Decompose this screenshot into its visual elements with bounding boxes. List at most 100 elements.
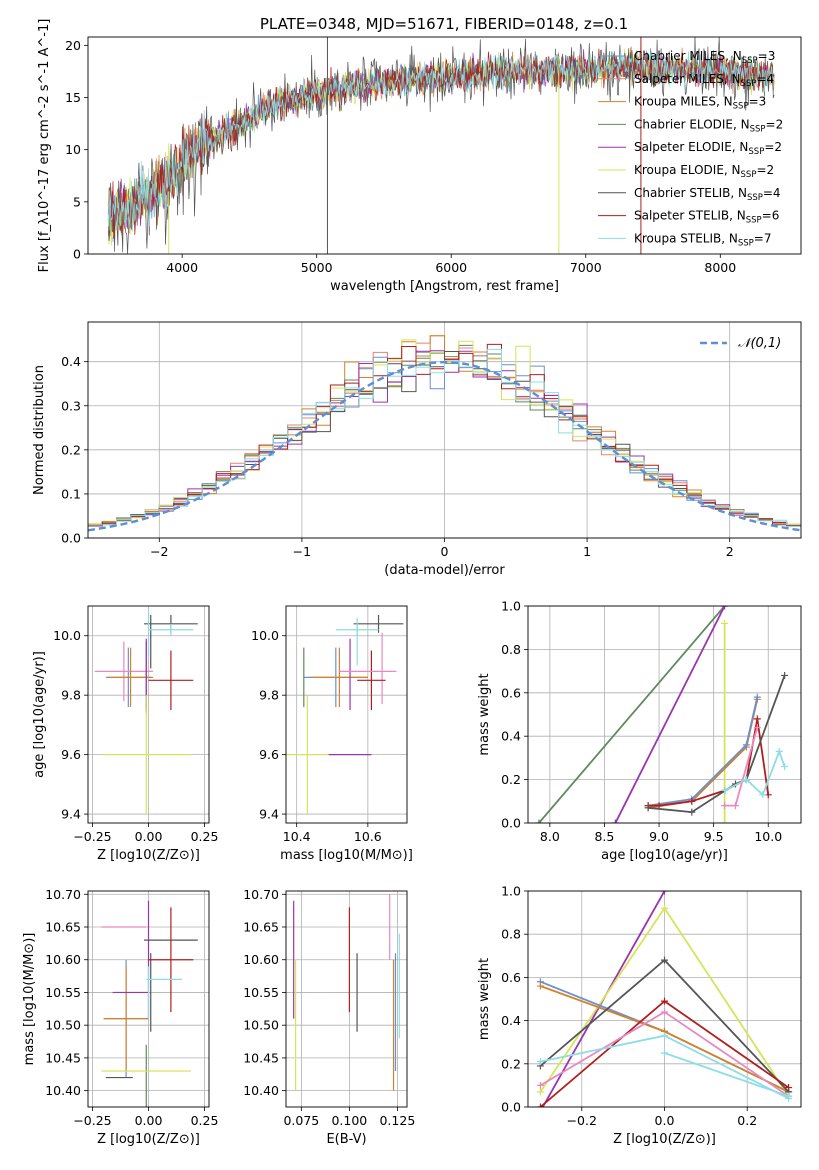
x-tick-label: −2	[150, 544, 168, 559]
y-axis-label: Normed distribution	[32, 365, 47, 495]
legend-label: Kroupa ELODIE, NSSP=2	[634, 163, 774, 180]
y-axis-label: Flux [f_λ10^-17 erg cm^-2 s^-1 A^-1]	[37, 19, 52, 273]
mass-weight-marker	[611, 819, 619, 823]
y-tick-label: 0.4	[501, 1013, 521, 1028]
mass-weight-marker	[753, 724, 761, 732]
y-axis-label: mass weight	[477, 958, 492, 1040]
x-tick-label: 0.25	[191, 1113, 219, 1128]
mass-weight-line	[614, 606, 726, 823]
x-tick-label: 4000	[166, 260, 198, 275]
y-tick-label: 9.6	[259, 747, 279, 762]
legend-label: Chabrier ELODIE, NSSP=2	[634, 117, 783, 134]
y-tick-label: 10.50	[243, 1018, 279, 1033]
y-tick-label: 10.45	[45, 1050, 81, 1065]
plot-frame	[527, 890, 802, 1108]
x-tick-label: 2	[726, 544, 734, 559]
y-tick-label: 0.0	[61, 531, 81, 546]
x-tick-label: 0.2	[737, 1113, 757, 1128]
x-tick-label: 0	[441, 544, 449, 559]
figure-title: PLATE=0348, MJD=51671, FIBERID=0148, z=0…	[260, 15, 628, 33]
y-tick-label: 0.4	[61, 354, 81, 369]
y-tick-label: 10.65	[45, 920, 81, 935]
y-tick-label: 10.40	[45, 1083, 81, 1098]
y-tick-label: 15	[65, 90, 81, 105]
y-tick-label: 0.8	[501, 642, 521, 657]
mass-vs-metallicity-panel: −0.25 0.00 0.25 10.40 10.45 10.50 10.55 10.60 10…	[22, 887, 218, 1147]
x-tick-label: 0.00	[135, 829, 163, 844]
mass-weight-marker	[535, 819, 543, 823]
plot-frame	[527, 605, 802, 824]
plot-frame	[87, 36, 802, 255]
y-tick-label: 10.60	[243, 952, 279, 967]
x-axis-label: Z [log10(Z/Z⊙)]	[97, 1132, 200, 1147]
mass-weight-marker	[536, 1058, 544, 1066]
y-tick-label: 0.0	[501, 816, 521, 831]
mass-weight-line	[647, 699, 759, 809]
y-tick-label: 0.3	[61, 398, 81, 413]
spectrum-series-line	[107, 50, 775, 232]
mass-weight-marker	[536, 1088, 544, 1096]
x-axis-label: Z [log10(Z/Z⊙)]	[97, 848, 200, 863]
mass-weight-marker	[661, 904, 668, 912]
legend-label: Chabrier MILES, NSSP=3	[634, 49, 775, 66]
x-tick-label: 0.00	[135, 1113, 163, 1128]
y-tick-label: 9.8	[61, 688, 81, 703]
normal-reference-curve	[87, 360, 802, 532]
x-tick-label: 9.5	[704, 829, 724, 844]
y-tick-label: 10.55	[243, 985, 279, 1000]
y-tick-label: 10.50	[45, 1018, 81, 1033]
plot-frame	[285, 890, 408, 1108]
x-tick-label: 1	[583, 544, 591, 559]
legend-label: Kroupa MILES, NSSP=3	[634, 95, 766, 112]
age-vs-mass-panel: 10.4 10.6 9.4 9.6 9.8 10.0 mass [log10(M/M⊙)]	[251, 605, 413, 863]
plot-frame	[87, 890, 210, 1108]
mass-weight-marker	[537, 1108, 544, 1115]
mass-weight-marker	[742, 741, 750, 749]
legend-label: Salpeter STELIB, NSSP=6	[634, 209, 779, 226]
mass-weight-marker	[688, 808, 696, 816]
mass-weight-marker	[721, 786, 729, 794]
x-axis-label: Z [log10(Z/Z⊙)]	[613, 1132, 716, 1147]
y-tick-label: 10.70	[243, 887, 279, 902]
y-tick-label: 10.45	[243, 1050, 279, 1065]
spectrum-panel: 4000 5000 6000 7000 8000 0 5 10 15 20 wavelength […	[37, 19, 802, 294]
mass-weight-marker	[721, 619, 729, 627]
x-tick-label: −1	[293, 544, 311, 559]
x-tick-label: 10.4	[283, 829, 311, 844]
x-tick-label: 10.6	[354, 829, 382, 844]
x-tick-label: −0.2	[567, 1113, 597, 1128]
legend-label: Kroupa STELIB, NSSP=7	[634, 231, 772, 248]
x-tick-label: 0.0	[655, 1113, 675, 1128]
y-axis-label: mass [log10(M/M⊙)]	[22, 933, 37, 1066]
mass-weight-line	[647, 696, 759, 807]
y-tick-label: 10	[65, 142, 81, 157]
mass-weight-marker	[781, 763, 789, 771]
x-tick-label: 8.0	[540, 829, 560, 844]
legend-label: Chabrier STELIB, NSSP=4	[634, 186, 781, 203]
mass-weight-marker	[661, 956, 668, 964]
y-tick-label: 20	[65, 38, 81, 53]
mass-weight-marker	[661, 1049, 668, 1057]
y-tick-label: 0.2	[501, 1056, 521, 1071]
y-tick-label: 0.6	[501, 685, 521, 700]
x-tick-label: 8.5	[594, 829, 614, 844]
y-tick-label: 5	[73, 194, 81, 209]
x-tick-label: −0.25	[73, 829, 111, 844]
x-tick-label: 6000	[435, 260, 467, 275]
mass-weight-marker	[775, 747, 783, 755]
mass-weight-marker	[721, 802, 729, 810]
x-tick-label: 10.0	[754, 829, 782, 844]
age-vs-metallicity-panel: −0.25 0.00 0.25 9.4 9.6 9.8 10.0 Z [log10(Z/Z⊙)…	[32, 605, 218, 863]
x-tick-label: 5000	[301, 260, 333, 275]
y-tick-label: 10.70	[45, 887, 81, 902]
y-tick-label: 9.8	[259, 688, 279, 703]
x-axis-label: wavelength [Angstrom, rest frame]	[330, 279, 559, 294]
y-tick-label: 0.1	[61, 486, 81, 501]
mass-weight-marker	[644, 804, 652, 812]
y-tick-label: 10.60	[45, 952, 81, 967]
x-axis-label: age [log10(age/yr)]	[601, 848, 728, 863]
mass-weight-marker	[742, 776, 750, 784]
mass-weight-marker	[688, 797, 696, 805]
mass-vs-ebv-panel: 0.075 0.100 0.125 10.40 10.45 10.50 10.55 10.60…	[243, 887, 415, 1147]
y-tick-label: 0.6	[501, 970, 521, 985]
